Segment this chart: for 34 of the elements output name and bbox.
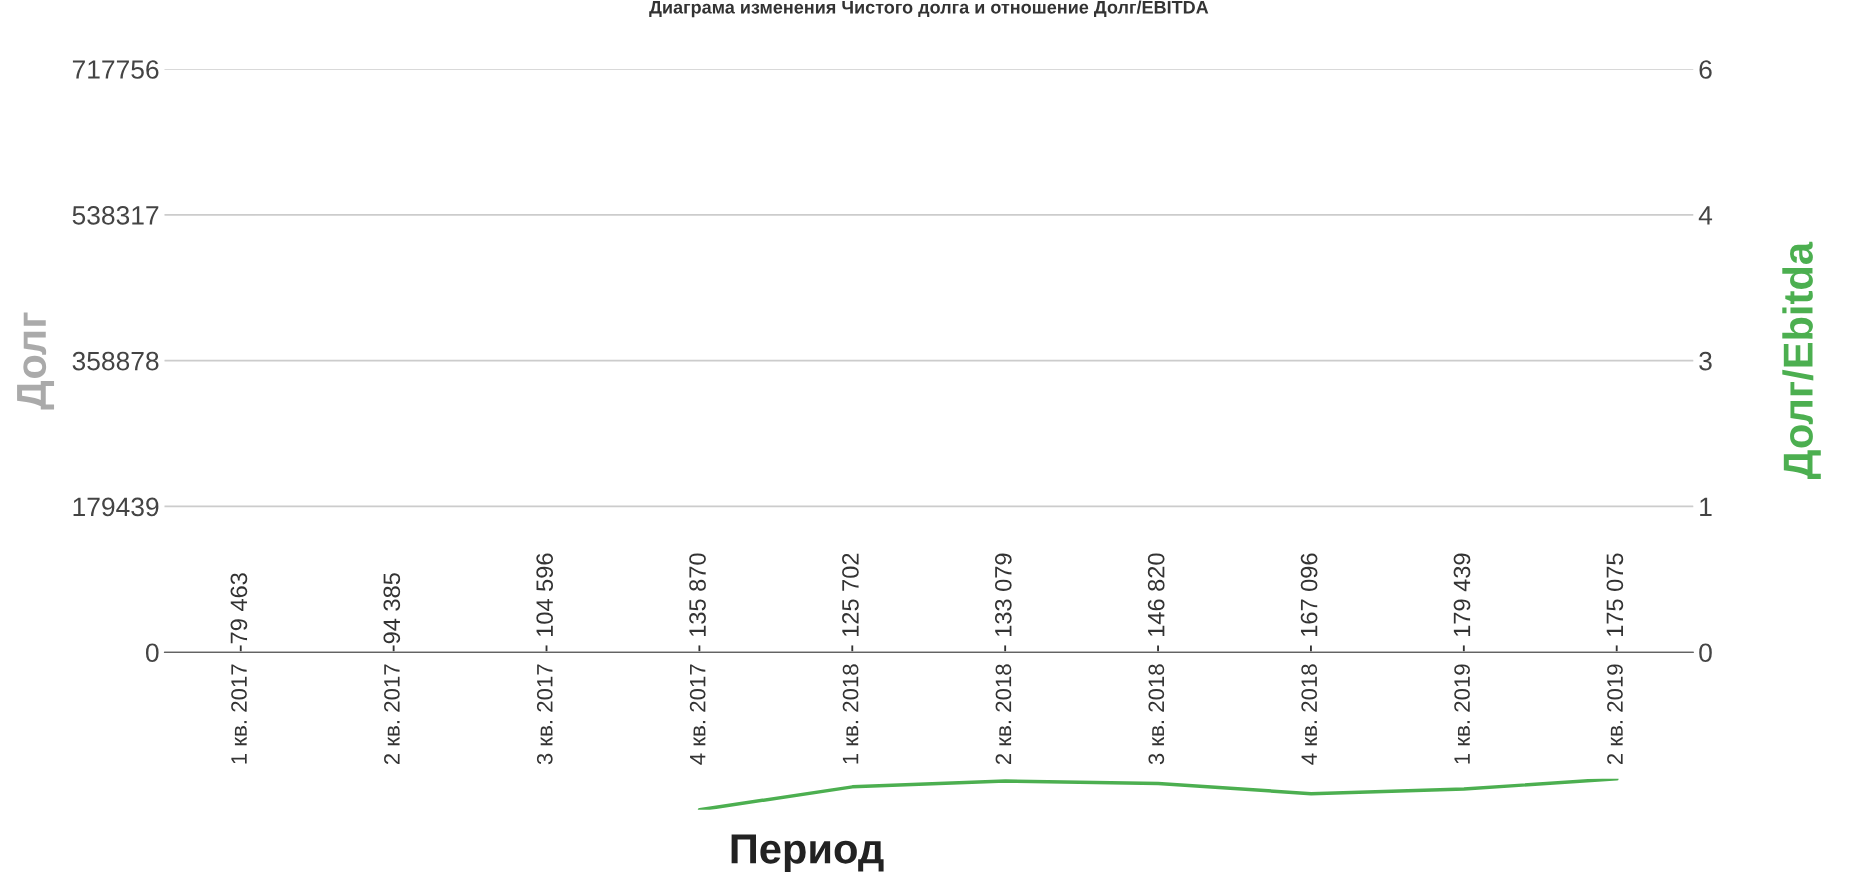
y2-tick-label: 6 (1699, 60, 1712, 79)
x-axis-title: Период (731, 834, 884, 872)
x-tick-label: 4 кв. 2017 (689, 664, 706, 765)
y-tick-label: 0 (145, 643, 159, 663)
text: - 135 870 (689, 553, 706, 652)
y-tick-label: 717756 (72, 60, 159, 79)
y-tick-label: 179439 (73, 497, 159, 517)
y2-axis-title: Долг/Ebitda (1782, 241, 1821, 479)
text: - 104 596 (536, 553, 554, 652)
x-tick-label: 2 кв. 2018 (995, 664, 1012, 765)
x-tick-label: 1 кв. 2019 (1454, 664, 1470, 764)
text: - 125 702 (842, 553, 859, 652)
x-tick-label: 3 кв. 2017 (536, 664, 553, 765)
text: - 167 096 (1300, 553, 1318, 652)
y-tick-label: 358878 (72, 351, 159, 371)
y2-tick-label: 4 (1698, 206, 1713, 225)
y2-tick-label: 1 (1700, 497, 1712, 516)
text: - 175 075 (1606, 553, 1624, 652)
y-axis-title: Долг (17, 312, 55, 410)
y-tick-label: 538317 (72, 205, 159, 225)
text: -79 463 (230, 573, 248, 652)
text: - 146 820 (1147, 553, 1165, 652)
chart-title: Диаграма изменения Чистого долга и отношение Долг/EBITDA (649, 0, 1209, 18)
x-tick-label: 4 кв. 2018 (1301, 664, 1318, 765)
y2-tick-label: 0 (1699, 643, 1712, 663)
x-tick-label: 2 кв. 2019 (1607, 664, 1623, 765)
x-tick-label: 1 кв. 2017 (231, 664, 247, 764)
y2-tick-label: 3 (1699, 351, 1712, 371)
text: - 179 439 (1453, 553, 1471, 652)
x-tick-label: 2 кв. 2017 (384, 664, 400, 765)
text: -94 385 (383, 573, 401, 652)
x-tick-label: 3 кв. 2018 (1148, 664, 1165, 765)
x-tick-label: 1 кв. 2018 (842, 664, 859, 764)
text: - 133 079 (994, 553, 1012, 652)
